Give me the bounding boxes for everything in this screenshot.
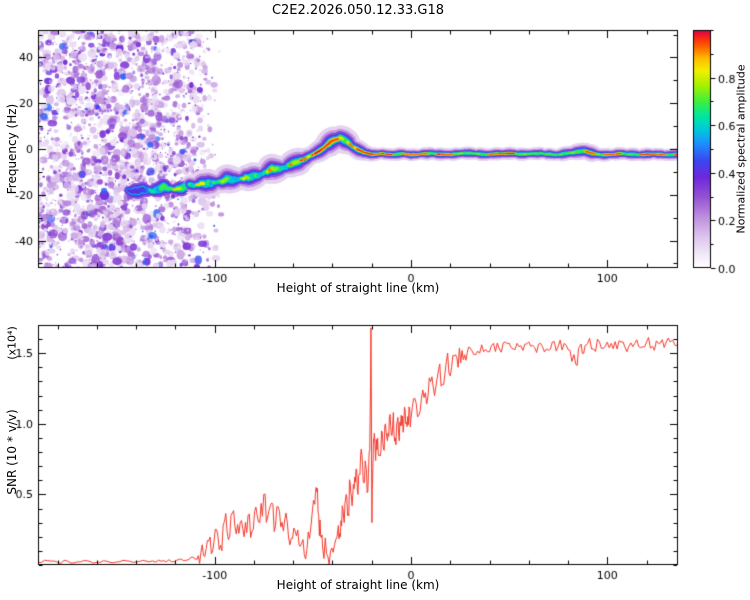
colorbar-label: Normalized spectral amplitude: [734, 64, 748, 234]
bottom-x-axis-label: Height of straight line (km): [276, 578, 440, 592]
top-x-axis-label: Height of straight line (km): [276, 281, 440, 295]
top-y-axis-label: Frequency (Hz): [5, 103, 19, 195]
bottom-y-scale-note: (x10⁴): [5, 326, 19, 360]
chart-title: C2E2.2026.050.12.33.G18: [271, 3, 445, 18]
bottom-y-axis-label: SNR (10 * v/v): [5, 409, 19, 495]
